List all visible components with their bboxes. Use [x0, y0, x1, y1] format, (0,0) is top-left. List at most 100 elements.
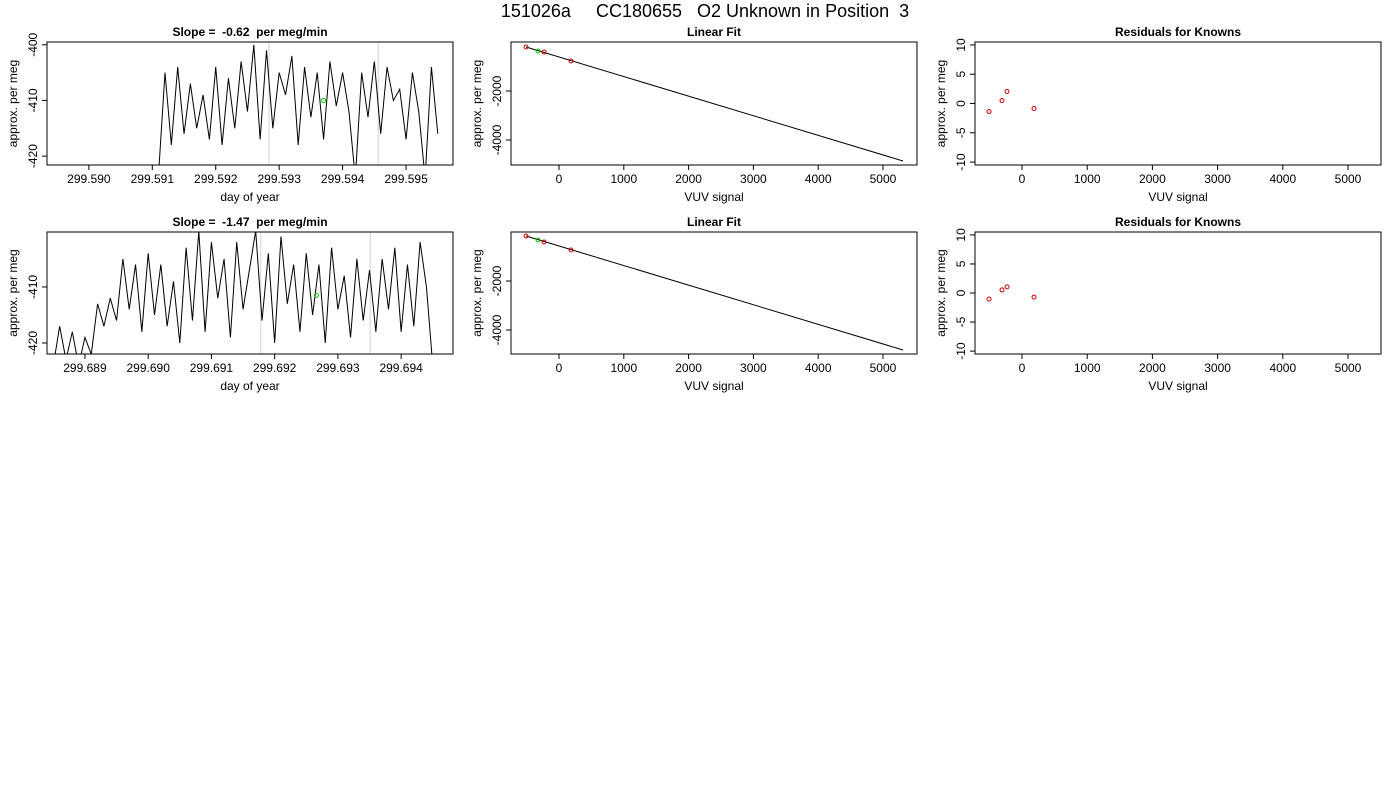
x-tick-label: 299.595 [384, 172, 428, 186]
point [1004, 88, 1010, 94]
plot-frame [46, 231, 454, 355]
x-tick-label: 3000 [740, 361, 767, 375]
x-tick-label: 4000 [1269, 361, 1296, 375]
y-tick-label: -2000 [490, 75, 504, 106]
x-axis-label: VUV signal [1148, 379, 1207, 393]
panel: Residuals for Knowns VUV signal approx. pe… [934, 215, 1382, 393]
point [541, 239, 547, 245]
x-tick-label: 1000 [1074, 361, 1101, 375]
plot-frame [46, 41, 454, 166]
y-tick-label: 0 [954, 289, 968, 296]
point [535, 237, 541, 243]
y-tick-label: -400 [26, 32, 40, 56]
panel: Slope = -0.62 per meg/min day of year appr… [6, 25, 454, 204]
y-axis-label: approx. per meg [6, 60, 20, 147]
plot-frame [510, 41, 918, 166]
plot-area [986, 88, 1037, 115]
x-tick-label: 3000 [1204, 361, 1231, 375]
x-tick-label: 5000 [870, 172, 897, 186]
plot-area [523, 233, 904, 351]
panel-title: Slope = -0.62 per meg/min [172, 25, 327, 39]
panel: Linear Fit VUV signal approx. per meg 0 1000… [470, 215, 918, 393]
y-tick-label: -420 [26, 331, 40, 355]
x-axis-label: VUV signal [684, 379, 743, 393]
x-tick-label: 2000 [675, 172, 702, 186]
x-tick-label: 2000 [1139, 172, 1166, 186]
point [523, 233, 529, 239]
plot-area [523, 44, 904, 162]
x-tick-label: 299.689 [63, 361, 107, 375]
panel-title: Slope = -1.47 per meg/min [172, 215, 327, 229]
panel-title: Residuals for Knowns [1115, 25, 1241, 39]
y-axis-label: approx. per meg [470, 60, 484, 147]
y-tick-label: -5 [954, 127, 968, 138]
x-tick-label: 299.590 [67, 172, 111, 186]
point [1031, 105, 1037, 111]
point [1004, 284, 1010, 290]
x-tick-label: 0 [556, 361, 563, 375]
y-axis-label: approx. per meg [934, 249, 948, 336]
x-axis-label: VUV signal [1148, 190, 1207, 204]
plot-frame [974, 231, 1382, 355]
x-axis-label: VUV signal [684, 190, 743, 204]
panel: Linear Fit VUV signal approx. per meg 0 1000… [470, 25, 918, 204]
y-tick-label: 0 [954, 100, 968, 107]
y-tick-label: -10 [954, 153, 968, 171]
x-tick-label: 299.594 [321, 172, 365, 186]
point [1031, 294, 1037, 300]
x-tick-label: 0 [1019, 172, 1026, 186]
plot-area [986, 284, 1037, 302]
y-tick-label: 5 [954, 260, 968, 267]
panel-title: Linear Fit [687, 215, 741, 229]
point [986, 109, 992, 115]
x-tick-label: 5000 [870, 361, 897, 375]
x-tick-label: 1000 [1074, 172, 1101, 186]
y-tick-label: 5 [954, 71, 968, 78]
y-axis-label: approx. per meg [470, 249, 484, 336]
x-tick-label: 2000 [1139, 361, 1166, 375]
x-tick-label: 0 [556, 172, 563, 186]
page-title: 151026a CC180655 O2 Unknown in Position … [501, 1, 909, 21]
y-tick-label: 10 [954, 228, 968, 242]
fit-line [525, 235, 904, 351]
point [535, 48, 541, 54]
point [568, 247, 574, 253]
point [999, 98, 1005, 104]
highlight-point [321, 97, 327, 103]
plot-area [158, 42, 439, 165]
plot-area [54, 232, 433, 354]
x-tick-label: 299.591 [131, 172, 175, 186]
y-tick-label: -410 [26, 88, 40, 112]
y-tick-label: -10 [954, 342, 968, 360]
y-tick-label: -2000 [490, 265, 504, 296]
highlight-point [313, 292, 319, 298]
y-tick-label: -4000 [490, 124, 504, 155]
point [999, 287, 1005, 293]
y-axis-label: approx. per meg [6, 249, 20, 336]
x-tick-label: 299.691 [190, 361, 234, 375]
x-tick-label: 299.693 [316, 361, 360, 375]
y-tick-label: -5 [954, 316, 968, 327]
x-tick-label: 3000 [1204, 172, 1231, 186]
y-tick-label: 10 [954, 38, 968, 52]
point [986, 296, 992, 302]
plot-frame [974, 41, 1382, 166]
x-tick-label: 1000 [610, 361, 637, 375]
y-tick-label: -410 [26, 275, 40, 299]
x-tick-label: 2000 [675, 361, 702, 375]
panel-title: Residuals for Knowns [1115, 215, 1241, 229]
point [568, 58, 574, 64]
x-axis-label: day of year [220, 190, 279, 204]
panel: Residuals for Knowns VUV signal approx. pe… [934, 25, 1382, 204]
x-tick-label: 4000 [805, 361, 832, 375]
data-line [158, 44, 439, 165]
x-tick-label: 299.593 [257, 172, 301, 186]
x-tick-label: 4000 [805, 172, 832, 186]
x-tick-label: 3000 [740, 172, 767, 186]
plot-frame [510, 231, 918, 355]
panel-title: Linear Fit [687, 25, 741, 39]
x-tick-label: 299.692 [253, 361, 297, 375]
fit-line [525, 46, 904, 162]
x-tick-label: 5000 [1335, 361, 1362, 375]
y-tick-label: -420 [26, 144, 40, 168]
